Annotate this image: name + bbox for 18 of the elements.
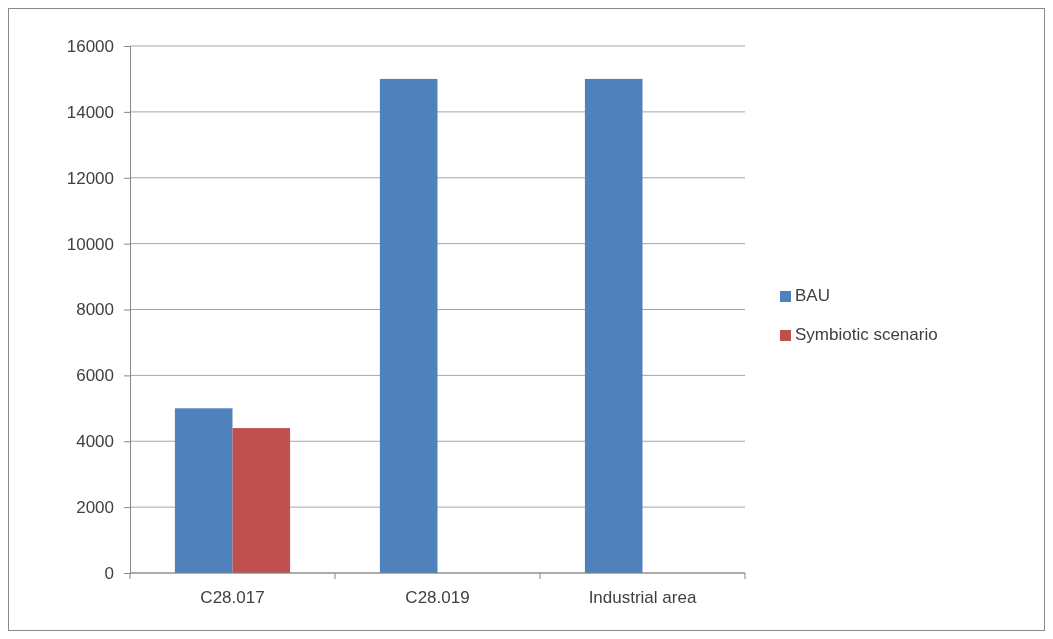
x-tick-label: C28.019 [405,588,470,607]
legend-label: BAU [795,286,830,305]
bar [379,78,438,573]
bar [584,78,643,573]
y-tick-label: 0 [104,563,114,583]
y-tick-label: 8000 [76,300,114,320]
x-tick-label: Industrial area [588,588,697,607]
legend-label: Symbiotic scenario [795,325,938,344]
y-tick-label: 14000 [66,102,114,122]
y-tick-label: 12000 [66,168,114,188]
y-tick-label: 6000 [76,366,114,386]
y-tick-label: 16000 [66,36,114,56]
y-tick-label: 10000 [66,234,114,254]
y-tick-label: 4000 [76,432,114,452]
bar [174,408,233,573]
y-tick-label: 2000 [76,498,114,518]
x-tick-label: C28.017 [200,588,265,607]
bar [232,428,291,573]
